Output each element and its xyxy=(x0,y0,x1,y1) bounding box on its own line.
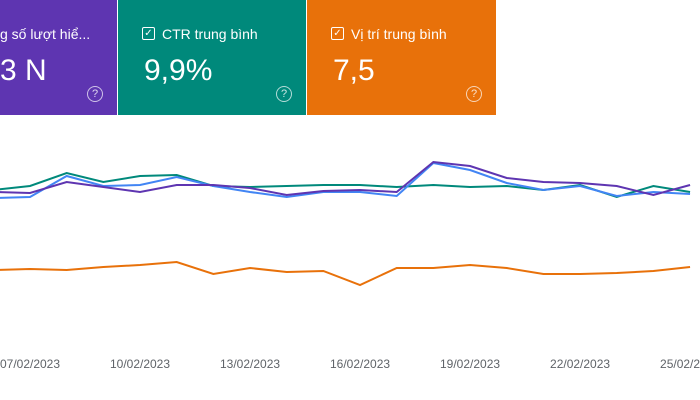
help-icon[interactable]: ? xyxy=(466,86,482,102)
card-value: 7,5 xyxy=(333,54,375,87)
metric-card[interactable]: ✓ Vị trí trung bình 7,5 ? xyxy=(307,0,496,115)
series-line xyxy=(0,171,691,199)
help-icon[interactable]: ? xyxy=(87,86,103,102)
card-label: g số lượt hiể... xyxy=(0,26,91,42)
card-value: 3 N xyxy=(0,54,47,87)
x-tick-label: 16/02/2023 xyxy=(330,357,390,371)
x-tick-label: 22/02/2023 xyxy=(550,357,610,371)
card-label: Vị trí trung bình xyxy=(351,26,447,42)
x-tick-label: 25/02/2023 xyxy=(660,357,700,371)
series-line xyxy=(0,260,691,287)
metric-card[interactable]: ✓ CTR trung bình 9,9% ? xyxy=(118,0,306,115)
x-tick-label: 07/02/2023 xyxy=(0,357,60,371)
series-line xyxy=(0,160,691,197)
card-label: CTR trung bình xyxy=(162,26,258,42)
x-tick-label: 19/02/2023 xyxy=(440,357,500,371)
checkbox[interactable]: ✓ xyxy=(331,27,344,40)
series-line xyxy=(0,161,691,199)
card-value: 9,9% xyxy=(144,54,213,87)
x-tick-label: 13/02/2023 xyxy=(220,357,280,371)
x-tick-label: 10/02/2023 xyxy=(110,357,170,371)
metric-card[interactable]: g số lượt hiể... 3 N ? xyxy=(0,0,117,115)
help-icon[interactable]: ? xyxy=(276,86,292,102)
checkbox[interactable]: ✓ xyxy=(142,27,155,40)
